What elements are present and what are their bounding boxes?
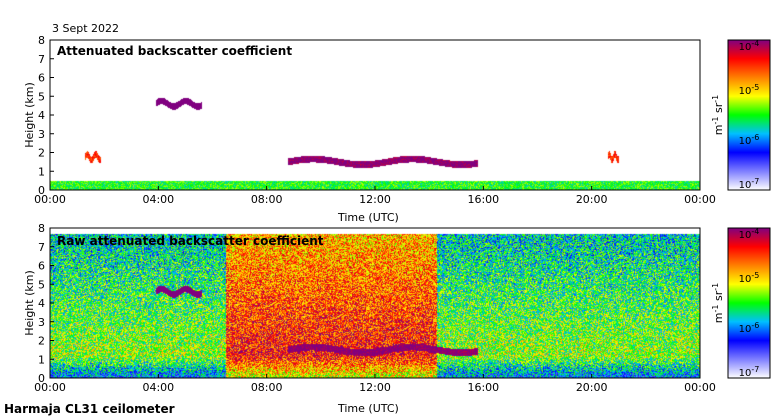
instrument-label: Harmaja CL31 ceilometer: [4, 402, 175, 416]
heatmap-top: [50, 40, 700, 190]
y-tick-label: 7: [38, 241, 45, 254]
y-tick-label: 5: [38, 278, 45, 291]
y-tick-label: 0: [38, 184, 45, 197]
x-tick-label: 20:00: [576, 381, 608, 394]
x-axis-label-top: Time (UTC): [337, 211, 399, 224]
x-ticks-top: 00:00 04:00 08:00 12:00 16:00 20:00 00:00: [34, 186, 716, 206]
x-tick-label: 12:00: [359, 193, 391, 206]
x-tick-label: 00:00: [684, 193, 716, 206]
colorbar-ticks-bottom: 10-710-610-510-4: [739, 227, 760, 379]
date-label: 3 Sept 2022: [52, 22, 119, 35]
panel-top: Attenuated backscatter coefficient 0 1 2 3 4…: [23, 34, 771, 224]
y-tick-label: 4: [38, 109, 45, 122]
x-tick-label: 12:00: [359, 381, 391, 394]
panel-title-bottom: Raw attenuated backscatter coefficient: [57, 234, 324, 248]
x-tick-label: 20:00: [576, 193, 608, 206]
x-ticks-bottom: 00:00 04:00 08:00 12:00 16:00 20:00 00:00: [34, 374, 716, 394]
x-tick-label: 16:00: [467, 381, 499, 394]
y-axis-label-bottom: Height (km): [23, 270, 36, 336]
x-tick-label: 00:00: [34, 193, 66, 206]
x-tick-label: 16:00: [467, 193, 499, 206]
colorbar-top: [727, 39, 771, 191]
y-tick-label: 5: [38, 90, 45, 103]
x-tick-label: 00:00: [34, 381, 66, 394]
y-tick-label: 4: [38, 297, 45, 310]
colorbar-bottom: [727, 227, 771, 379]
y-ticks-bottom: 0 1 2 3 4 5 6 7 8: [38, 222, 54, 385]
y-tick-label: 0: [38, 372, 45, 385]
panel-bottom: Raw attenuated backscatter coefficient 0…: [23, 222, 771, 415]
colorbar-unit-bottom: m-1 sr-1: [711, 283, 725, 323]
y-tick-label: 3: [38, 128, 45, 141]
y-tick-label: 3: [38, 316, 45, 329]
y-axis-label-top: Height (km): [23, 82, 36, 148]
panel-title-top: Attenuated backscatter coefficient: [57, 44, 292, 58]
y-tick-label: 1: [38, 353, 45, 366]
y-tick-label: 6: [38, 260, 45, 273]
heatmap-bottom: [50, 228, 700, 378]
x-tick-label: 08:00: [251, 381, 283, 394]
x-tick-label: 00:00: [684, 381, 716, 394]
x-tick-label: 04:00: [142, 381, 174, 394]
y-tick-label: 1: [38, 165, 45, 178]
y-tick-label: 2: [38, 335, 45, 348]
x-tick-label: 08:00: [251, 193, 283, 206]
x-tick-label: 04:00: [142, 193, 174, 206]
x-axis-label-bottom: Time (UTC): [337, 402, 399, 415]
colorbar-unit-top: m-1 sr-1: [711, 95, 725, 135]
y-tick-label: 8: [38, 222, 45, 235]
y-tick-label: 7: [38, 53, 45, 66]
y-tick-label: 8: [38, 34, 45, 47]
y-tick-label: 2: [38, 147, 45, 160]
y-ticks-top: 0 1 2 3 4 5 6 7 8: [38, 34, 54, 197]
y-tick-label: 6: [38, 72, 45, 85]
